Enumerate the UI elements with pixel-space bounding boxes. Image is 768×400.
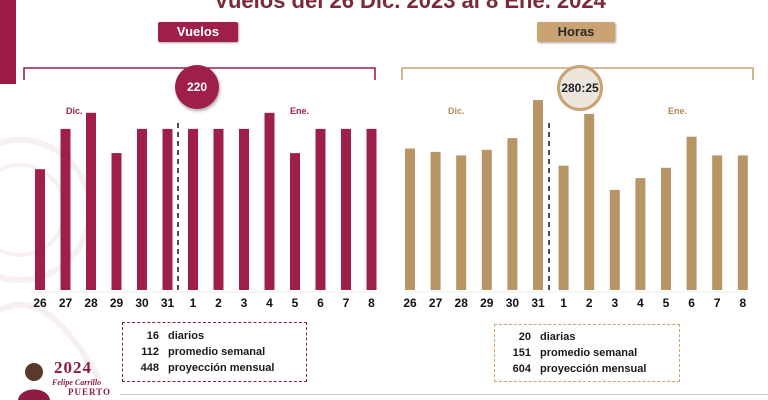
horas-bar-7: [712, 155, 723, 290]
horas-tick-label: 5: [663, 296, 670, 310]
summary-row: 20 diarias: [495, 329, 576, 345]
vuelos-tick-label: 28: [84, 296, 98, 310]
vuelos-tick-label: 6: [317, 296, 324, 310]
vuelos-bar-1: [188, 128, 198, 290]
vuelos-tick-label: 30: [135, 296, 149, 310]
horas-bar-2: [584, 113, 595, 291]
vuelos-header-label: Vuelos: [158, 22, 238, 42]
vuelos-bar-4: [264, 112, 275, 290]
horas-header-label: Horas: [537, 22, 615, 42]
vuelos-bar-2: [213, 128, 224, 290]
horas-bar-1: [558, 165, 569, 290]
vuelos-bar-30: [137, 128, 147, 290]
horas-bar-30: [507, 138, 518, 290]
municipal-logo: 2024 Felipe Carrillo PUERTO: [14, 356, 114, 400]
horas-tick-label: 3: [611, 296, 618, 310]
vuelos-month-dic: Dic.: [66, 106, 83, 116]
horas-month-ene: Ene.: [668, 106, 688, 116]
horas-bar-26: [405, 148, 415, 290]
vuelos-bars: [35, 112, 377, 290]
horas-bar-31: [533, 100, 543, 290]
vuelos-bar-31: [162, 128, 173, 290]
horas-tick-label: 6: [688, 296, 695, 310]
horas-summary-box: 20 diarias 151 promedio semanal 604 proyecc…: [494, 324, 680, 382]
horas-tick-label: 8: [739, 296, 746, 310]
summary-value: 604: [512, 363, 531, 375]
vuelos-bar-5: [290, 153, 300, 290]
logo-city: PUERTO: [68, 387, 112, 397]
vuelos-tick-label: 4: [266, 296, 273, 310]
summary-label: proyección mensual: [540, 363, 647, 375]
summary-value: 151: [512, 347, 531, 359]
brand-strip: [0, 0, 16, 84]
vuelos-bar-27: [60, 128, 71, 290]
vuelos-tick-label: 2: [215, 296, 222, 310]
summary-label: proyección mensual: [168, 362, 275, 374]
vuelos-total-badge: 220: [175, 65, 219, 109]
summary-value: 448: [140, 362, 159, 374]
vuelos-month-ene: Ene.: [290, 106, 310, 116]
horas-tick-label: 29: [480, 296, 494, 310]
portrait-icon: [18, 363, 50, 400]
summary-row: 112 promedio semanal: [123, 344, 265, 360]
footer-divider: [120, 394, 768, 395]
horas-tick-label: 2: [586, 296, 593, 310]
horas-total-badge: 280:25: [557, 65, 603, 111]
summary-label: promedio semanal: [540, 347, 638, 359]
summary-value: 112: [141, 346, 159, 358]
horas-tick-label: 27: [429, 296, 443, 310]
vuelos-bar-29: [111, 153, 122, 290]
vuelos-bar-6: [315, 128, 326, 290]
logo-name: Felipe Carrillo: [52, 378, 102, 387]
summary-value: 20: [518, 331, 531, 343]
horas-bar-6: [686, 136, 697, 290]
horas-bar-3: [609, 189, 620, 290]
summary-row: 604 proyección mensual: [495, 361, 647, 377]
horas-tick-label: 4: [637, 296, 644, 310]
vuelos-tick-label: 5: [292, 296, 299, 310]
vuelos-bar-28: [86, 112, 96, 290]
summary-label: promedio semanal: [168, 346, 266, 358]
horas-tick-label: 31: [531, 296, 545, 310]
summary-row: 448 proyección mensual: [123, 360, 275, 376]
horas-bar-8: [737, 155, 748, 290]
horas-month-dic: Dic.: [448, 106, 465, 116]
summary-value: 16: [146, 330, 159, 342]
summary-row: 151 promedio semanal: [495, 345, 638, 361]
summary-row: 16 diarios: [123, 328, 204, 344]
vuelos-tick-label: 8: [368, 296, 375, 310]
horas-bars: [405, 100, 748, 291]
horas-bar-5: [661, 167, 671, 290]
horas-bar-29: [481, 149, 492, 290]
horas-tick-label: 30: [506, 296, 520, 310]
logo-year: 2024: [54, 358, 92, 377]
vuelos-summary-box: 16 diarios 112 promedio semanal 448 proyecc…: [122, 322, 307, 382]
vuelos-tick-label: 3: [241, 296, 248, 310]
vuelos-tick-label: 31: [161, 296, 175, 310]
page-title: Vuelos del 26 Dic. 2023 al 8 Ene. 2024: [214, 0, 606, 13]
vuelos-tick-label: 27: [59, 296, 73, 310]
vuelos-bar-3: [239, 128, 249, 290]
horas-tick-label: 28: [455, 296, 469, 310]
horas-tick-label: 26: [403, 296, 417, 310]
summary-label: diarios: [168, 330, 205, 342]
summary-label: diarias: [540, 331, 576, 343]
vuelos-tick-label: 7: [343, 296, 350, 310]
vuelos-tick-label: 1: [190, 296, 197, 310]
horas-bar-4: [635, 178, 646, 290]
horas-bar-28: [456, 155, 467, 290]
horas-bar-27: [430, 151, 441, 290]
vuelos-bar-26: [35, 169, 45, 290]
vuelos-tick-label: 29: [110, 296, 124, 310]
vuelos-tick-label: 26: [33, 296, 47, 310]
horas-tick-label: 7: [714, 296, 721, 310]
horas-tick-label: 1: [560, 296, 567, 310]
vuelos-bar-8: [366, 128, 377, 290]
vuelos-bar-7: [341, 128, 351, 290]
vuelos-tick-labels: 26 27 28 29 30 31 1 2 3 4 5 6 7 8: [33, 296, 375, 310]
horas-tick-labels: 26 27 28 29 30 31 1 2 3 4 5 6 7 8: [403, 296, 746, 310]
